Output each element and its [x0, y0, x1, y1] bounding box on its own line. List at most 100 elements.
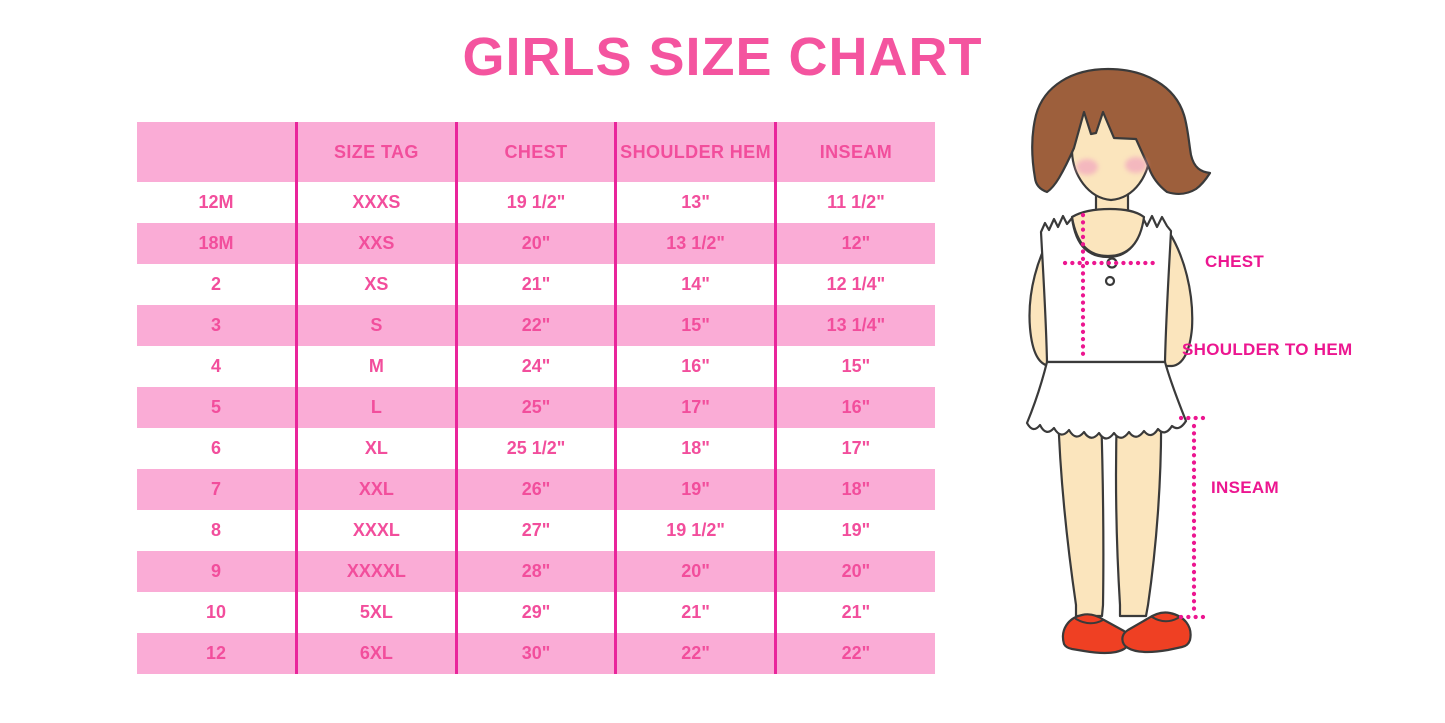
left-shoe-strap [1075, 618, 1104, 625]
table-cell: 5 [137, 387, 297, 428]
table-cell: XXXS [295, 182, 457, 223]
table-cell: 18" [614, 428, 776, 469]
table-row: 9 XXXXL 28" 20" 20" [137, 551, 935, 592]
bottom-button [1104, 275, 1116, 287]
girls-size-table: SIZE TAG CHEST SHOULDER HEM INSEAM 12M XX… [137, 122, 935, 674]
skirt [1025, 360, 1188, 440]
table-cell: 16" [614, 346, 776, 387]
table-cell: 21" [454, 264, 616, 305]
table-cell: 11 1/2" [773, 182, 935, 223]
table-cell: S [295, 305, 457, 346]
table-cell: 25 1/2" [454, 428, 616, 469]
header-cell-size-tag: SIZE TAG [295, 122, 457, 182]
table-cell: 3 [137, 305, 297, 346]
left-blush [1076, 159, 1098, 175]
table-cell: 20" [614, 551, 776, 592]
table-cell: 2 [137, 264, 297, 305]
table-cell: 9 [137, 551, 297, 592]
header-cell-chest: CHEST [454, 122, 616, 182]
table-cell: 19" [773, 510, 935, 551]
table-cell: 19 1/2" [614, 510, 776, 551]
table-row: 8 XXXL 27" 19 1/2" 19" [137, 510, 935, 551]
right-shoe [1121, 611, 1192, 654]
left-shoe [1061, 613, 1131, 655]
table-cell: 17" [773, 428, 935, 469]
table-cell: 22" [773, 633, 935, 674]
table-cell: M [295, 346, 457, 387]
page-title: GIRLS SIZE CHART [462, 27, 983, 87]
table-cell: 13 1/4" [773, 305, 935, 346]
table-cell: XS [295, 264, 457, 305]
table-cell: XXS [295, 223, 457, 264]
table-cell: 12" [773, 223, 935, 264]
table-cell: 26" [454, 469, 616, 510]
table-cell: 25" [454, 387, 616, 428]
table-row: 12M XXXS 19 1/2" 13" 11 1/2" [137, 182, 935, 223]
right-blush [1125, 157, 1147, 173]
table-cell: 18" [773, 469, 935, 510]
table-cell: 27" [454, 510, 616, 551]
table-cell: XXXL [295, 510, 457, 551]
girl-figure-svg [1025, 67, 1212, 655]
size-table-body: 12M XXXS 19 1/2" 13" 11 1/2" 18M XXS 20" 13 1/2"… [137, 182, 935, 674]
header-cell-blank [137, 122, 297, 182]
table-cell: 8 [137, 510, 297, 551]
table-cell: 20" [454, 223, 616, 264]
table-cell: 21" [773, 592, 935, 633]
shoulder-to-hem-label: SHOULDER TO HEM [1182, 340, 1353, 359]
table-row: 6 XL 25 1/2" 18" 17" [137, 428, 935, 469]
table-row: 10 5XL 29" 21" 21" [137, 592, 935, 633]
table-cell: 18M [137, 223, 297, 264]
size-table-header: SIZE TAG CHEST SHOULDER HEM INSEAM [137, 122, 935, 182]
table-cell: 19" [614, 469, 776, 510]
table-cell: 12M [137, 182, 297, 223]
table-cell: 5XL [295, 592, 457, 633]
table-row: 5 L 25" 17" 16" [137, 387, 935, 428]
inseam-measure-line [1178, 415, 1208, 620]
table-cell: 22" [454, 305, 616, 346]
header-row: SIZE TAG CHEST SHOULDER HEM INSEAM [137, 122, 935, 182]
table-cell: 21" [614, 592, 776, 633]
table-cell: 15" [773, 346, 935, 387]
chest-label: CHEST [1205, 252, 1265, 271]
hair [1031, 67, 1212, 196]
girl-figure-illustration [1000, 60, 1445, 723]
table-cell: 4 [137, 346, 297, 387]
table-row: 18M XXS 20" 13 1/2" 12" [137, 223, 935, 264]
table-cell: 19 1/2" [454, 182, 616, 223]
table-cell: 14" [614, 264, 776, 305]
header-cell-inseam: INSEAM [773, 122, 935, 182]
table-cell: 7 [137, 469, 297, 510]
table-cell: 24" [454, 346, 616, 387]
table-cell: 22" [614, 633, 776, 674]
table-row: 2 XS 21" 14" 12 1/4" [137, 264, 935, 305]
table-cell: XL [295, 428, 457, 469]
table-cell: 6 [137, 428, 297, 469]
table-cell: 15" [614, 305, 776, 346]
table-cell: 17" [614, 387, 776, 428]
table-row: 12 6XL 30" 22" 22" [137, 633, 935, 674]
inseam-label: INSEAM [1211, 478, 1279, 497]
table-cell: XXXXL [295, 551, 457, 592]
table-cell: 12 [137, 633, 297, 674]
chest-skin [1070, 207, 1146, 258]
table-cell: 30" [454, 633, 616, 674]
header-cell-shoulder-hem: SHOULDER HEM [614, 122, 776, 182]
table-cell: L [295, 387, 457, 428]
table-row: 4 M 24" 16" 15" [137, 346, 935, 387]
right-leg [1114, 408, 1163, 618]
left-leg [1056, 408, 1105, 618]
table-cell: 13" [614, 182, 776, 223]
table-row: 3 S 22" 15" 13 1/4" [137, 305, 935, 346]
table-cell: 20" [773, 551, 935, 592]
table-cell: 16" [773, 387, 935, 428]
table-cell: 6XL [295, 633, 457, 674]
table-cell: 29" [454, 592, 616, 633]
table-cell: 28" [454, 551, 616, 592]
table-cell: 12 1/4" [773, 264, 935, 305]
table-row: 7 XXL 26" 19" 18" [137, 469, 935, 510]
table-cell: 10 [137, 592, 297, 633]
right-shoe-strap [1151, 616, 1179, 623]
table-cell: 13 1/2" [614, 223, 776, 264]
